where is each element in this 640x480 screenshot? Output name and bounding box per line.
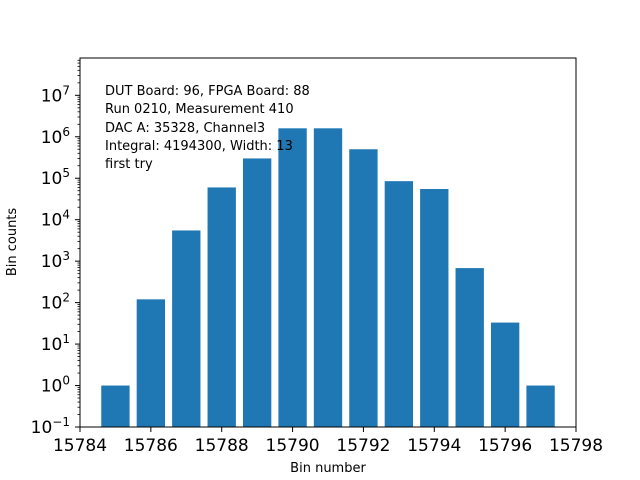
bar (172, 230, 201, 427)
bar (349, 149, 378, 427)
bar (207, 187, 236, 427)
bar (313, 128, 343, 427)
bar (242, 158, 272, 427)
annotation-box: DUT Board: 96, FPGA Board: 88 Run 0210, … (105, 84, 310, 172)
annotation-line: first try (105, 157, 153, 172)
axes-frame (79, 57, 577, 428)
x-tick-label: 15792 (336, 436, 390, 456)
y-tick-label: 100 (41, 374, 70, 397)
bar (490, 322, 520, 427)
bars-group (101, 128, 555, 427)
y-tick-label: 104 (41, 208, 70, 231)
bar (526, 385, 555, 427)
y-axis-label: Bin counts (5, 208, 20, 277)
annotation-line: Integral: 4194300, Width: 13 (105, 139, 293, 154)
x-tick-label: 15794 (407, 436, 461, 456)
x-axis-ticks: 15784 15786 15788 15790 15792 15794 15796 15798 (53, 427, 603, 456)
y-axis-minor-ticks (77, 59, 80, 415)
y-tick-label: 107 (41, 83, 70, 106)
x-axis-label: Bin number (290, 461, 366, 476)
x-tick-label: 15788 (195, 436, 249, 456)
y-tick-label: 102 (41, 291, 70, 314)
annotation-line: Run 0210, Measurement 410 (105, 102, 294, 117)
y-tick-label: 101 (41, 332, 70, 355)
bar (420, 189, 449, 427)
bar (136, 299, 166, 427)
x-tick-label: 15786 (124, 436, 178, 456)
y-tick-label: 103 (41, 249, 70, 272)
bar (455, 268, 484, 427)
bar (101, 385, 130, 427)
bar (278, 128, 307, 427)
y-axis-ticks: 10−1 100 101 102 103 104 105 106 107 (31, 83, 80, 438)
x-tick-label: 15784 (53, 436, 107, 456)
x-tick-label: 15796 (478, 436, 532, 456)
annotation-line: DAC A: 35328, Channel3 (105, 121, 265, 136)
y-tick-label: 105 (41, 166, 70, 189)
x-tick-label: 15798 (549, 436, 603, 456)
y-tick-label: 106 (41, 125, 70, 148)
annotation-line: DUT Board: 96, FPGA Board: 88 (105, 84, 310, 99)
bar (384, 181, 414, 427)
y-tick-label: 10−1 (31, 415, 70, 438)
x-tick-label: 15790 (266, 436, 320, 456)
